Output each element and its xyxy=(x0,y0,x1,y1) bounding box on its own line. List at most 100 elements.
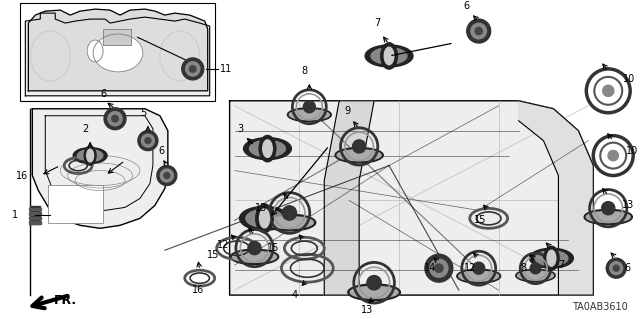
Ellipse shape xyxy=(371,48,407,64)
Polygon shape xyxy=(28,9,208,91)
Ellipse shape xyxy=(73,148,107,164)
Text: 15: 15 xyxy=(474,215,486,225)
Text: 15: 15 xyxy=(267,243,280,253)
Ellipse shape xyxy=(87,149,93,162)
Circle shape xyxy=(108,112,122,126)
Ellipse shape xyxy=(384,47,394,65)
Ellipse shape xyxy=(232,251,276,262)
Text: 16: 16 xyxy=(192,285,204,295)
Text: 6: 6 xyxy=(464,1,470,11)
Ellipse shape xyxy=(250,140,285,157)
Ellipse shape xyxy=(244,138,291,160)
Circle shape xyxy=(141,134,154,147)
Ellipse shape xyxy=(239,206,289,230)
Circle shape xyxy=(182,58,204,80)
Ellipse shape xyxy=(230,249,278,264)
Text: 6: 6 xyxy=(100,89,106,99)
Ellipse shape xyxy=(535,251,568,266)
Text: 15: 15 xyxy=(207,250,220,260)
Ellipse shape xyxy=(547,250,556,266)
Ellipse shape xyxy=(87,40,103,62)
Circle shape xyxy=(610,262,623,275)
Ellipse shape xyxy=(459,271,499,281)
Circle shape xyxy=(157,166,177,185)
Bar xyxy=(29,208,42,210)
Text: TA0AB3610: TA0AB3610 xyxy=(572,302,628,312)
Ellipse shape xyxy=(256,204,273,233)
Text: 7: 7 xyxy=(559,260,564,270)
Ellipse shape xyxy=(365,45,413,67)
Polygon shape xyxy=(324,101,374,295)
Text: 16: 16 xyxy=(16,171,29,181)
Ellipse shape xyxy=(337,150,381,161)
Circle shape xyxy=(473,262,484,274)
Circle shape xyxy=(248,241,261,255)
Bar xyxy=(29,212,42,215)
Circle shape xyxy=(303,101,316,113)
Ellipse shape xyxy=(77,150,103,161)
Text: FR.: FR. xyxy=(54,293,77,307)
Circle shape xyxy=(435,264,443,272)
Text: 1: 1 xyxy=(12,210,19,220)
Circle shape xyxy=(613,265,620,271)
Ellipse shape xyxy=(529,248,573,268)
Circle shape xyxy=(471,23,486,39)
Ellipse shape xyxy=(457,269,500,283)
Circle shape xyxy=(112,115,118,122)
Text: 5: 5 xyxy=(140,108,146,118)
Circle shape xyxy=(367,276,381,290)
Ellipse shape xyxy=(84,146,96,165)
Text: 10: 10 xyxy=(623,74,636,84)
Circle shape xyxy=(606,258,626,278)
Circle shape xyxy=(161,169,173,182)
Circle shape xyxy=(282,206,296,220)
Ellipse shape xyxy=(335,147,383,163)
Circle shape xyxy=(430,259,448,277)
Circle shape xyxy=(189,66,196,72)
Text: 6: 6 xyxy=(158,145,164,156)
Text: 8: 8 xyxy=(520,263,527,273)
Polygon shape xyxy=(26,13,210,96)
Text: 13: 13 xyxy=(361,305,373,315)
Circle shape xyxy=(602,202,615,215)
Ellipse shape xyxy=(287,108,332,122)
Circle shape xyxy=(104,108,126,130)
Ellipse shape xyxy=(516,269,556,282)
Ellipse shape xyxy=(266,217,314,228)
Ellipse shape xyxy=(350,286,398,298)
Ellipse shape xyxy=(518,271,554,280)
Ellipse shape xyxy=(381,43,397,69)
Text: 13: 13 xyxy=(622,200,634,211)
Ellipse shape xyxy=(93,34,143,72)
Ellipse shape xyxy=(263,214,316,231)
Circle shape xyxy=(186,62,200,76)
Text: 13: 13 xyxy=(255,204,268,213)
Text: 2: 2 xyxy=(82,124,88,134)
Polygon shape xyxy=(518,101,593,295)
Text: 3: 3 xyxy=(237,124,244,134)
Ellipse shape xyxy=(544,246,559,270)
Bar xyxy=(103,29,131,45)
Circle shape xyxy=(353,140,365,153)
Bar xyxy=(30,206,40,224)
Ellipse shape xyxy=(586,211,630,222)
Text: 8: 8 xyxy=(301,66,307,76)
Polygon shape xyxy=(230,101,593,295)
Circle shape xyxy=(530,263,541,274)
Ellipse shape xyxy=(348,284,401,301)
Text: 4: 4 xyxy=(291,290,298,300)
Circle shape xyxy=(608,151,618,161)
Circle shape xyxy=(467,19,491,43)
Ellipse shape xyxy=(259,209,269,228)
Circle shape xyxy=(138,131,158,151)
Circle shape xyxy=(603,85,614,96)
Bar xyxy=(29,217,42,219)
Circle shape xyxy=(425,254,453,282)
Ellipse shape xyxy=(289,110,329,120)
Text: 6: 6 xyxy=(624,263,630,273)
Text: 7: 7 xyxy=(374,18,380,28)
Ellipse shape xyxy=(584,209,632,225)
Circle shape xyxy=(475,27,483,35)
Ellipse shape xyxy=(262,140,272,157)
Ellipse shape xyxy=(246,209,283,227)
